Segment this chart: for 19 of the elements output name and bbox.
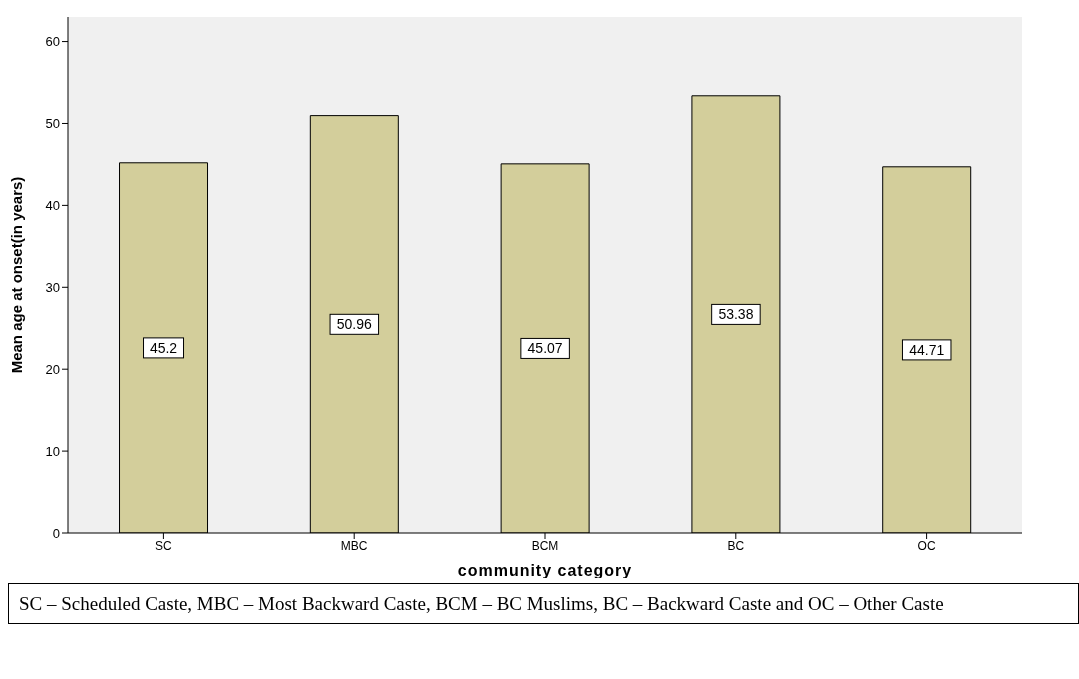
x-tick-label: BC: [727, 538, 745, 553]
data-label: 53.38: [718, 306, 754, 323]
y-axis-title: Mean age at onset(in years): [8, 176, 25, 374]
y-tick-label: 40: [45, 198, 60, 213]
y-tick-label: 30: [45, 279, 60, 295]
x-tick-label: OC: [917, 538, 936, 553]
data-label: 50.96: [336, 316, 373, 333]
data-label: 44.71: [909, 341, 945, 358]
y-tick-label: 50: [45, 116, 60, 132]
x-tick-label: MBC: [340, 538, 368, 553]
x-tick-label: BCM: [531, 538, 559, 553]
text: SC – Scheduled Caste, MBC – Most Backward Caste, BCM – BC Muslims, BC – Backward Caste and OC – Other Caste: [8, 583, 1079, 624]
y-tick-label: 0: [52, 525, 60, 541]
data-label: 45.2: [149, 339, 178, 356]
y-tick-label: 20: [45, 361, 60, 377]
data-label: 45.07: [527, 340, 563, 357]
x-tick-label: SC: [155, 538, 173, 553]
y-tick-label: 10: [45, 443, 60, 459]
y-tick-label: 60: [45, 34, 60, 50]
